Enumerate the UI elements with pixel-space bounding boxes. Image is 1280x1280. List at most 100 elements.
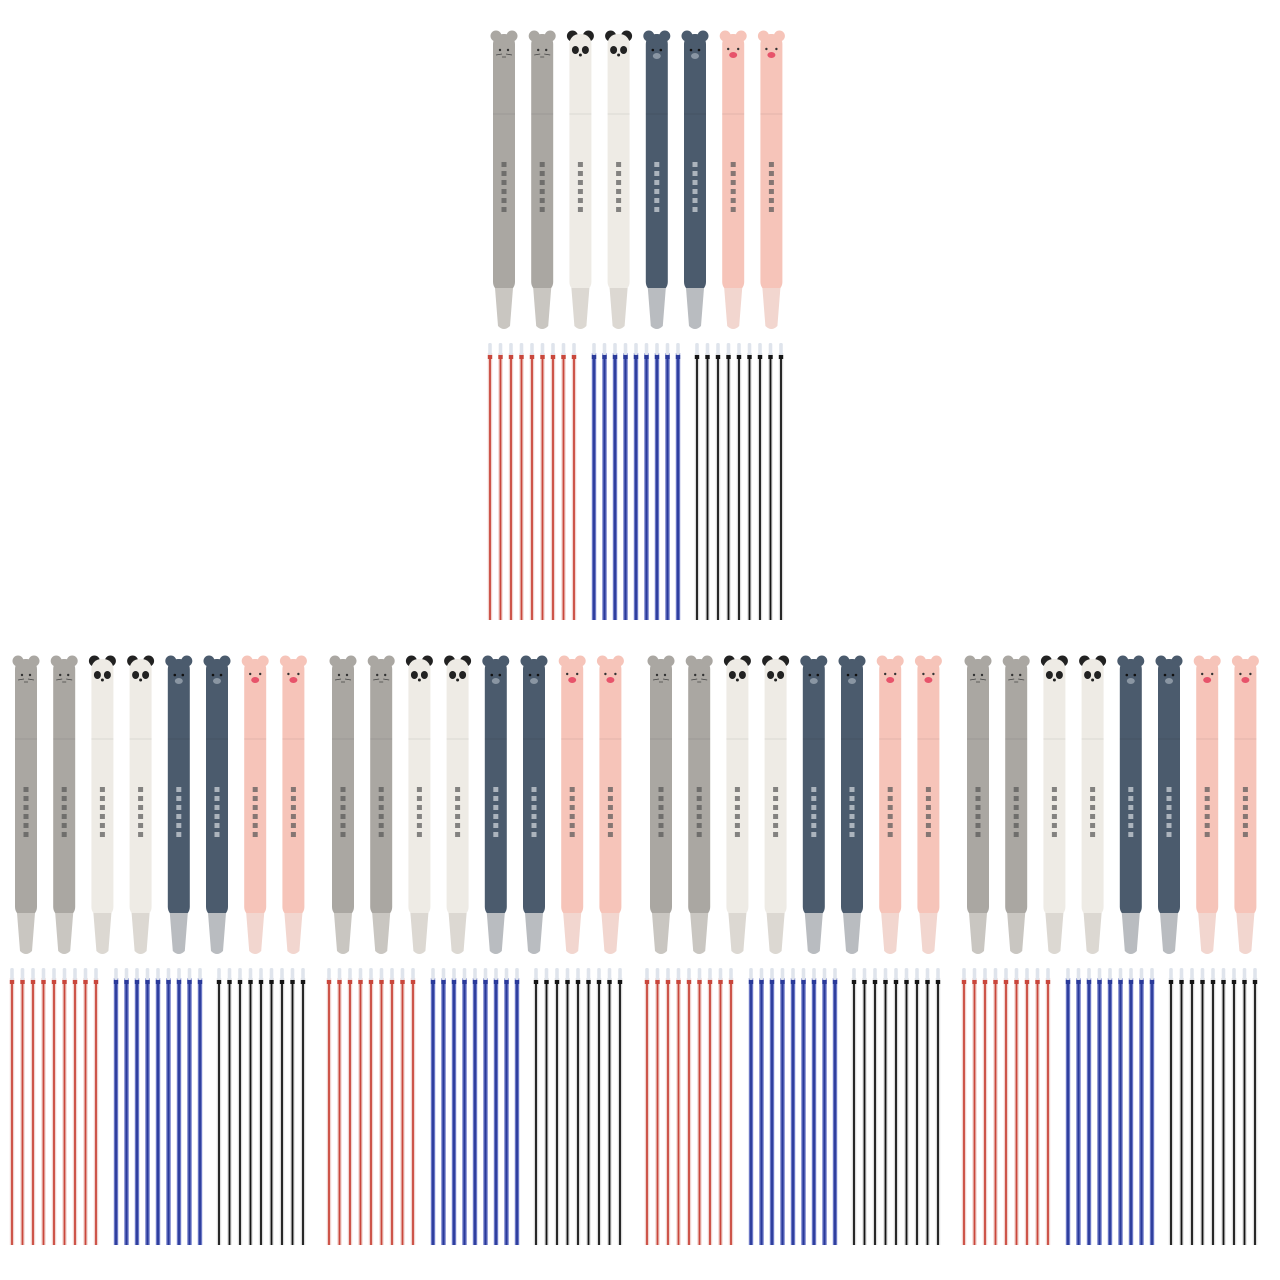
pen-tip <box>284 913 303 954</box>
refill-tip <box>337 968 342 980</box>
pen-print <box>975 814 981 819</box>
refill-band <box>337 980 342 984</box>
refill-ink <box>802 978 805 1245</box>
refill-ink <box>666 353 669 620</box>
refill-band <box>62 980 67 984</box>
refill-band <box>451 980 457 984</box>
refill-tip <box>1242 968 1247 980</box>
refill-band <box>1097 980 1102 984</box>
refill-band <box>790 980 796 984</box>
pen-print <box>577 207 583 212</box>
refill-band <box>707 980 713 984</box>
refill-ink <box>495 978 497 1245</box>
pen-print <box>252 823 258 828</box>
pen <box>279 655 307 954</box>
refill-ink <box>709 978 711 1245</box>
refill-tip <box>561 343 566 355</box>
panda-nose <box>774 678 778 682</box>
refill-band <box>759 980 764 984</box>
pen-tip <box>246 913 265 954</box>
refill-tip <box>83 968 88 980</box>
refill-band <box>237 980 243 984</box>
bear-eye <box>1125 673 1129 677</box>
pen-tip <box>372 913 391 954</box>
refill-band <box>124 980 129 984</box>
panda-nose <box>139 678 143 682</box>
refill-tip <box>576 968 580 980</box>
pen-print <box>1166 796 1172 801</box>
cat-whiskers <box>1008 678 1025 683</box>
pen-print <box>138 832 144 837</box>
refill-band <box>1086 980 1092 984</box>
panda-patch <box>1055 671 1063 679</box>
refill-ink <box>474 978 476 1245</box>
panda-patch <box>777 671 785 679</box>
refill-ink <box>349 978 351 1245</box>
refill-band <box>358 980 363 984</box>
pen-tip <box>601 913 620 954</box>
refill-tip <box>613 343 617 355</box>
refill-ink <box>566 978 569 1245</box>
refill-ink <box>769 353 772 620</box>
refill-band <box>801 980 806 984</box>
refill-band <box>347 980 353 984</box>
refill-ink <box>178 978 180 1245</box>
bear-muzzle <box>213 678 221 684</box>
refill-ink <box>552 353 554 620</box>
refill-tip <box>198 968 202 980</box>
pig-eye <box>1211 672 1214 676</box>
panda-patch <box>142 671 150 679</box>
panda-patch <box>93 671 101 679</box>
refill-tip <box>509 343 513 355</box>
refill-tip <box>145 968 150 980</box>
refill-ink <box>1254 978 1256 1245</box>
pen-print <box>23 823 29 828</box>
refill-band <box>768 355 773 359</box>
pen-print <box>1242 823 1248 828</box>
refill-tip <box>1025 968 1029 980</box>
cat-eye <box>702 673 705 677</box>
refill-band <box>571 355 577 359</box>
refill-tip <box>441 968 446 980</box>
pig-eye <box>566 672 569 676</box>
pen-print <box>658 805 664 810</box>
refill-tip <box>504 968 509 980</box>
cat-whiskers <box>334 678 352 683</box>
pen-print <box>730 162 736 167</box>
refill-band <box>718 980 723 984</box>
pen-print <box>1090 814 1096 819</box>
pen-print <box>768 189 774 194</box>
refill-tip <box>379 968 384 980</box>
refill-tip <box>1253 968 1257 980</box>
pen <box>681 30 709 329</box>
refill-tip <box>515 968 519 980</box>
pen-tip <box>1160 913 1178 954</box>
cat-whiskers <box>17 678 35 683</box>
refill-band <box>504 980 509 984</box>
pen <box>605 30 633 329</box>
refill-band <box>368 980 374 984</box>
refill-band <box>20 980 25 984</box>
refill-tip <box>993 968 998 980</box>
pen-print <box>138 823 144 828</box>
refill-band <box>914 980 920 984</box>
pen-print <box>455 787 461 792</box>
bear-eye <box>1133 673 1137 677</box>
pen-print <box>23 796 29 801</box>
refill-tip <box>697 968 702 980</box>
refill-ink <box>750 978 752 1245</box>
refill-tip <box>749 968 753 980</box>
refill-ink <box>21 978 24 1245</box>
pen-print <box>849 814 855 819</box>
pen-print <box>378 805 384 810</box>
pen-print <box>1013 796 1019 801</box>
bear-eye <box>536 673 540 677</box>
pen <box>482 655 510 954</box>
refill-tip <box>655 343 659 355</box>
pen-print <box>1090 805 1096 810</box>
refill-ink <box>281 978 283 1245</box>
refill-ink <box>556 978 558 1245</box>
pen-tip <box>652 913 670 954</box>
pig-eye <box>894 672 897 676</box>
pen-print <box>1242 805 1248 810</box>
